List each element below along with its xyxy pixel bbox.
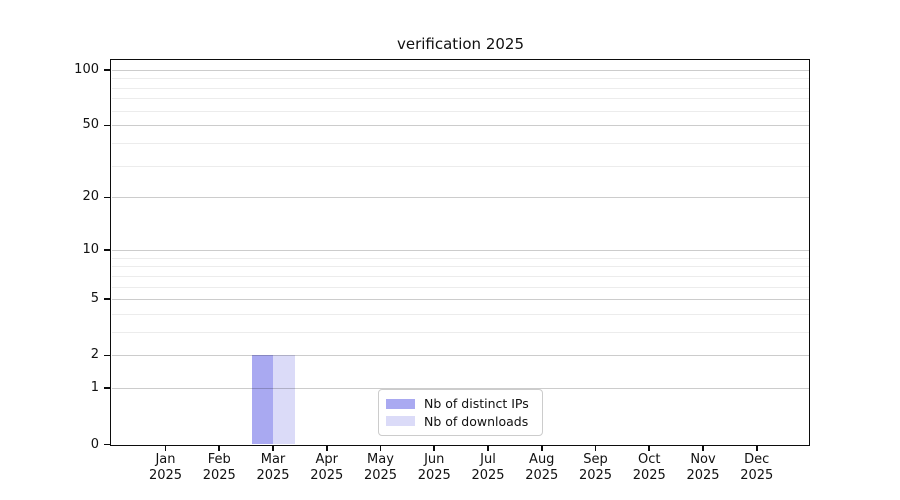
y-tick-mark [104, 298, 111, 300]
y-gridline-major [112, 355, 809, 357]
x-tick-mark [164, 445, 167, 451]
x-tick-label: Apr 2025 [295, 452, 359, 483]
y-tick-label: 10 [82, 241, 99, 257]
x-tick-label-year: 2025 [578, 467, 613, 483]
chart-title: verification 2025 [396, 35, 524, 53]
legend-item: Nb of distinct IPs [386, 395, 535, 412]
y-gridline-major [112, 197, 809, 199]
x-tick-mark [379, 445, 382, 451]
y-tick-label: 5 [90, 291, 99, 307]
x-tick-mark [540, 445, 543, 451]
x-tick-label-month: Sep [583, 452, 608, 467]
y-tick-mark [104, 124, 111, 127]
y-tick-mark [104, 69, 111, 71]
legend-label: Nb of distinct IPs [424, 396, 529, 412]
x-tick-mark [702, 445, 704, 451]
x-tick-label-year: 2025 [363, 467, 398, 483]
y-gridline-minor [112, 257, 809, 259]
x-tick-mark [218, 445, 221, 451]
y-tick-mark [104, 443, 111, 446]
x-tick-label-year: 2025 [310, 467, 344, 483]
x-tick-label: Jun 2025 [402, 452, 466, 483]
bar-nb-of-distinct-ips [251, 355, 273, 445]
y-gridline-major [112, 299, 809, 301]
y-tick-label: 50 [82, 117, 99, 133]
legend-label: Nb of downloads [424, 413, 529, 429]
y-gridline-major [112, 388, 809, 390]
x-tick-label-month: Oct [638, 452, 661, 467]
x-tick-label-year: 2025 [202, 467, 236, 483]
x-tick-label-year: 2025 [256, 467, 290, 483]
x-tick-label: Jan 2025 [134, 452, 198, 483]
x-tick-label-month: May [367, 452, 394, 467]
x-tick-label: Feb 2025 [187, 452, 251, 483]
x-tick-label-year: 2025 [417, 467, 451, 483]
x-tick-label: Aug 2025 [510, 452, 574, 483]
x-tick-label-year: 2025 [471, 467, 505, 483]
x-tick-mark [648, 445, 651, 451]
y-gridline-major [112, 249, 809, 251]
y-tick-mark [104, 387, 111, 390]
x-tick-label-year: 2025 [148, 467, 183, 483]
x-tick-label: Mar 2025 [241, 452, 305, 483]
x-tick-label-year: 2025 [525, 467, 559, 483]
y-tick-label: 100 [74, 61, 99, 77]
x-tick-label-year: 2025 [686, 467, 720, 483]
x-tick-mark [487, 445, 489, 451]
y-tick-mark [104, 249, 111, 251]
x-tick-mark [594, 445, 597, 451]
x-tick-label: Oct 2025 [617, 452, 681, 483]
y-tick-mark [104, 196, 111, 199]
x-tick-label: Dec 2025 [725, 452, 789, 483]
x-tick-mark [325, 445, 328, 451]
x-tick-label-month: Feb [207, 452, 231, 467]
y-gridline-minor [112, 98, 809, 100]
x-tick-label-month: Apr [315, 452, 339, 467]
y-gridline-minor [112, 275, 809, 277]
y-gridline-minor [112, 331, 809, 333]
legend-item: Nb of downloads [386, 413, 535, 430]
y-tick-mark [104, 354, 111, 357]
y-tick-label: 0 [90, 436, 99, 452]
x-tick-mark [755, 445, 758, 451]
legend-swatch-icon [386, 398, 415, 409]
y-gridline-minor [112, 78, 809, 80]
y-gridline-minor [112, 87, 809, 89]
y-gridline-minor [112, 286, 809, 288]
plot-area [112, 60, 809, 445]
y-gridline-minor [112, 165, 809, 167]
x-tick-label-month: Jan [155, 452, 176, 467]
x-tick-label: May 2025 [349, 452, 413, 483]
x-tick-label-month: Jun [424, 452, 445, 467]
x-tick-label: Nov 2025 [671, 452, 735, 483]
x-tick-mark [433, 445, 436, 451]
y-tick-label: 2 [90, 347, 99, 363]
y-gridline-minor [112, 143, 809, 145]
x-tick-label-month: Dec [744, 452, 770, 467]
y-gridline-minor [112, 110, 809, 112]
y-tick-label: 1 [90, 380, 99, 396]
y-gridline-major [112, 69, 809, 71]
x-tick-label-year: 2025 [740, 467, 774, 483]
bar-nb-of-downloads [273, 355, 295, 445]
y-tick-label: 20 [82, 189, 99, 205]
x-tick-label-month: Nov [690, 452, 716, 467]
x-tick-label-month: Mar [260, 452, 286, 467]
y-gridline-minor [112, 313, 809, 315]
x-tick-label-month: Aug [529, 452, 555, 467]
x-tick-mark [272, 445, 274, 451]
y-gridline-minor [112, 266, 809, 268]
x-tick-label-year: 2025 [632, 467, 666, 483]
legend-swatch-icon [386, 416, 415, 427]
x-tick-label: Jul 2025 [456, 452, 520, 483]
x-tick-label: Sep 2025 [564, 452, 628, 483]
y-gridline-major [112, 125, 809, 127]
x-tick-label-month: Jul [480, 452, 496, 467]
legend: Nb of distinct IPs Nb of downloads [378, 389, 543, 436]
